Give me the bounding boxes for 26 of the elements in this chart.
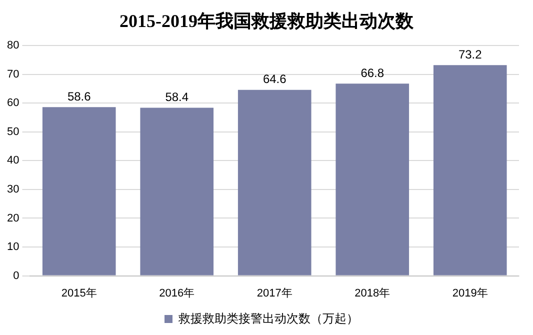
bar bbox=[140, 108, 214, 276]
data-label: 66.8 bbox=[360, 66, 384, 80]
x-tick-label: 2017年 bbox=[256, 287, 292, 300]
x-tick-label: 2016年 bbox=[159, 287, 195, 300]
y-tick-label: 0 bbox=[13, 270, 20, 282]
bar bbox=[238, 90, 312, 276]
data-label: 58.6 bbox=[67, 89, 92, 104]
bar bbox=[42, 107, 116, 276]
x-tick-label: 2018年 bbox=[354, 287, 390, 300]
data-label: 58.4 bbox=[165, 90, 189, 104]
data-label: 64.6 bbox=[262, 72, 287, 86]
bar bbox=[336, 84, 410, 276]
y-tick-label: 60 bbox=[6, 97, 20, 110]
y-tick-label: 20 bbox=[6, 212, 20, 224]
y-tick-label: 50 bbox=[6, 126, 20, 138]
y-tick-label: 10 bbox=[6, 241, 20, 254]
y-tick-label: 80 bbox=[6, 40, 20, 52]
bar bbox=[433, 65, 507, 276]
y-tick-label: 70 bbox=[6, 68, 20, 80]
data-label: 73.2 bbox=[458, 47, 482, 62]
y-tick-label: 40 bbox=[6, 154, 20, 167]
chart-title: 2015-2019年我国救援救助类出动次数 bbox=[118, 10, 414, 33]
x-tick-label: 2019年 bbox=[452, 287, 488, 300]
y-tick-label: 30 bbox=[6, 184, 20, 196]
legend-label: 救援救助类接警出动次数（万起） bbox=[178, 311, 358, 326]
x-tick-label: 2015年 bbox=[61, 287, 97, 300]
